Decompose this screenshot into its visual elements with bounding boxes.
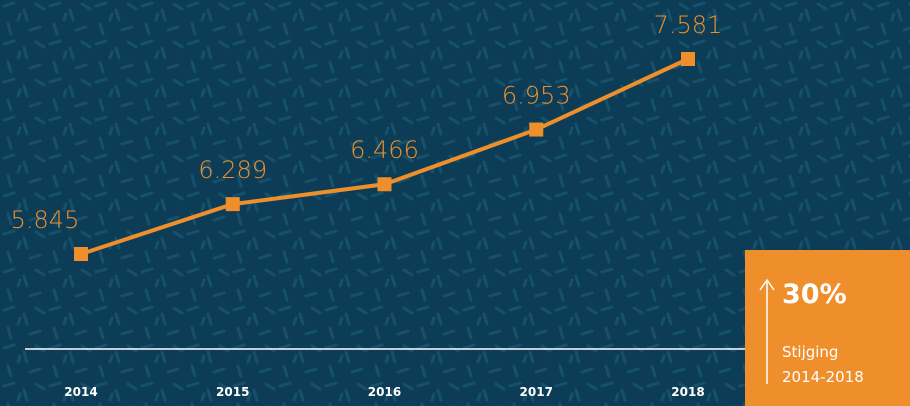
arrow-head bbox=[759, 278, 775, 291]
x-tick-label: 2014 bbox=[64, 385, 97, 399]
stat-label: Stijging bbox=[782, 343, 838, 361]
x-tick-label: 2016 bbox=[368, 385, 401, 399]
stat-period: 2014-2018 bbox=[782, 368, 864, 386]
stat-percent: 30% bbox=[782, 279, 847, 310]
data-label: 6.289 bbox=[198, 156, 267, 184]
data-label: 7.581 bbox=[654, 11, 723, 39]
x-tick-label: 2018 bbox=[671, 385, 704, 399]
stat-box bbox=[745, 250, 910, 406]
x-tick-label: 2015 bbox=[216, 385, 249, 399]
marker bbox=[225, 197, 240, 212]
plot: 2014 2015 2016 2017 2018 5.845 6.289 6.466 6.953… bbox=[11, 11, 723, 399]
x-tick-label: 2017 bbox=[520, 385, 553, 399]
data-label: 6.953 bbox=[502, 82, 571, 110]
marker bbox=[74, 247, 88, 261]
data-label: 6.466 bbox=[350, 136, 419, 164]
marker bbox=[529, 122, 544, 137]
data-label: 5.845 bbox=[11, 206, 80, 234]
marker bbox=[681, 52, 695, 66]
marker bbox=[377, 177, 392, 192]
